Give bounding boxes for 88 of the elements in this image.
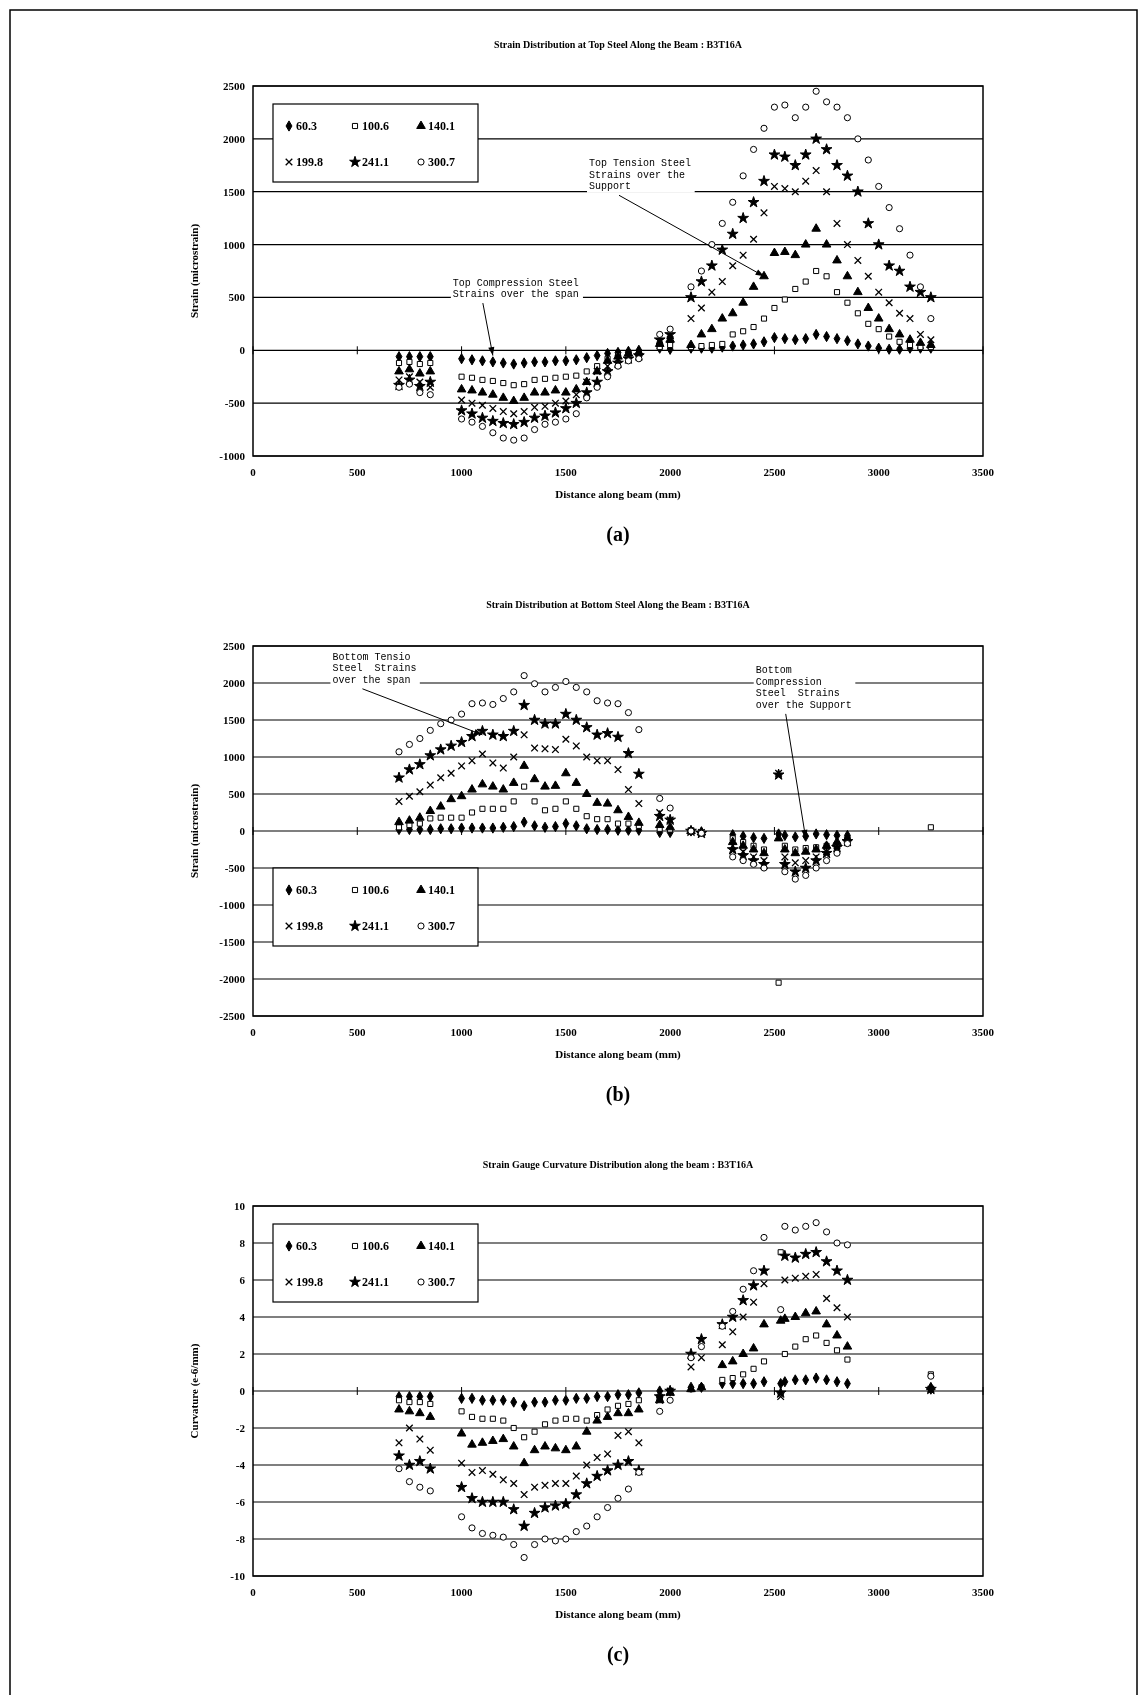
x-axis-title: Distance along beam (mm): [555, 488, 682, 501]
y-tick-label: -1500: [219, 936, 246, 948]
y-tick-label: 500: [228, 788, 246, 800]
annotation: Top Compression Steel Strains over the span: [452, 277, 579, 301]
x-tick-label: 0: [250, 466, 257, 478]
text: (c): [606, 1643, 630, 1666]
legend-label: 241.1: [362, 1275, 389, 1289]
x-tick-label: 2000: [659, 1026, 682, 1038]
y-tick-label: 2000: [223, 677, 246, 689]
x-tick-label: 2500: [763, 1026, 786, 1038]
x-tick-label: 3500: [972, 466, 995, 478]
x-tick-label: 1000: [450, 1026, 474, 1038]
y-tick-label: 10: [234, 1200, 246, 1212]
x-tick-label: 1500: [554, 1026, 578, 1038]
y-tick-label: -2000: [219, 973, 246, 985]
chart-title: Strain Distribution at Bottom Steel Along the Beam : B3T16A: [486, 599, 751, 610]
x-tick-label: 2500: [763, 466, 786, 478]
y-tick-label: 1000: [223, 751, 246, 763]
x-tick-label: 500: [349, 466, 367, 478]
y-tick-label: 500: [228, 291, 246, 304]
y-tick-label: -500: [224, 862, 246, 874]
x-tick-label: 2000: [659, 466, 682, 478]
legend-label: 140.1: [428, 119, 455, 133]
y-axis-title: Strain (microstrain): [188, 223, 201, 319]
x-tick-label: 0: [250, 1026, 257, 1038]
x-tick-label: 3500: [972, 1586, 995, 1598]
y-tick-label: -2: [235, 1422, 246, 1434]
y-tick-label: 2000: [223, 132, 246, 145]
legend-label: 300.7: [428, 919, 455, 933]
y-tick-label: -1000: [219, 899, 246, 911]
x-tick-label: 1000: [450, 466, 474, 478]
y-tick-label: 8: [239, 1237, 246, 1249]
x-tick-label: 1500: [554, 466, 578, 478]
y-tick-label: -4: [235, 1459, 246, 1471]
legend-label: 300.7: [428, 155, 455, 169]
y-tick-label: 4: [239, 1311, 246, 1323]
annotation: Bottom Tensio Steel Strains over the span: [332, 651, 417, 686]
x-axis-title: Distance along beam (mm): [555, 1608, 682, 1621]
y-tick-label: -6: [235, 1496, 246, 1508]
y-tick-label: -10: [230, 1570, 246, 1582]
y-tick-label: 2: [239, 1348, 246, 1360]
y-tick-label: 0: [239, 344, 246, 357]
legend-label: 140.1: [428, 883, 455, 897]
y-tick-label: -1000: [219, 450, 246, 462]
x-tick-label: 0: [250, 1586, 257, 1598]
x-tick-label: 1500: [554, 1586, 578, 1598]
y-tick-label: 1500: [223, 185, 246, 198]
legend-label: 60.3: [296, 119, 317, 133]
x-tick-label: 3500: [972, 1026, 995, 1038]
y-tick-label: -8: [235, 1533, 246, 1545]
legend-label: 300.7: [428, 1275, 455, 1289]
legend-label: 100.6: [362, 883, 389, 897]
x-tick-label: 3000: [867, 466, 891, 478]
legend-label: 241.1: [362, 155, 389, 169]
x-tick-label: 2500: [763, 1586, 786, 1598]
chart-title: Strain Distribution at Top Steel Along the Beam : B3T16A: [493, 39, 743, 50]
x-tick-label: 3000: [867, 1026, 891, 1038]
legend-label: 199.8: [296, 919, 323, 933]
legend-label: 199.8: [296, 155, 323, 169]
annotation: Top Tension Steel Strains over the Support: [589, 158, 692, 193]
y-tick-label: -2500: [219, 1010, 246, 1022]
y-tick-label: 0: [239, 825, 246, 837]
text: (a): [606, 523, 630, 546]
legend-label: 100.6: [362, 1239, 389, 1253]
chart-title: Strain Gauge Curvature Distribution along the beam : B3T16A: [482, 1159, 754, 1170]
legend-label: 60.3: [296, 1239, 317, 1253]
legend-label: 60.3: [296, 883, 317, 897]
x-tick-label: 500: [349, 1586, 367, 1598]
legend-label: 140.1: [428, 1239, 455, 1253]
x-tick-label: 2000: [659, 1586, 682, 1598]
annotation: Bottom Compression Steel Strains over the Support: [755, 665, 852, 711]
x-tick-label: 3000: [867, 1586, 891, 1598]
y-tick-label: 1000: [223, 238, 246, 251]
x-tick-label: 1000: [450, 1586, 474, 1598]
legend-label: 100.6: [362, 119, 389, 133]
x-tick-label: 500: [349, 1026, 367, 1038]
y-tick-label: 0: [239, 1385, 246, 1397]
y-tick-label: 2500: [223, 80, 246, 92]
y-axis-title: Curvature (e-6/mm): [188, 1343, 201, 1439]
legend-label: 199.8: [296, 1275, 323, 1289]
x-axis-title: Distance along beam (mm): [555, 1048, 682, 1061]
y-tick-label: 6: [239, 1274, 246, 1286]
legend-label: 241.1: [362, 919, 389, 933]
y-tick-label: 2500: [223, 640, 246, 652]
y-tick-label: 1500: [223, 714, 246, 726]
y-axis-title: Strain (microstrain): [188, 783, 201, 879]
y-tick-label: -500: [224, 397, 246, 410]
text: (b): [605, 1083, 631, 1106]
